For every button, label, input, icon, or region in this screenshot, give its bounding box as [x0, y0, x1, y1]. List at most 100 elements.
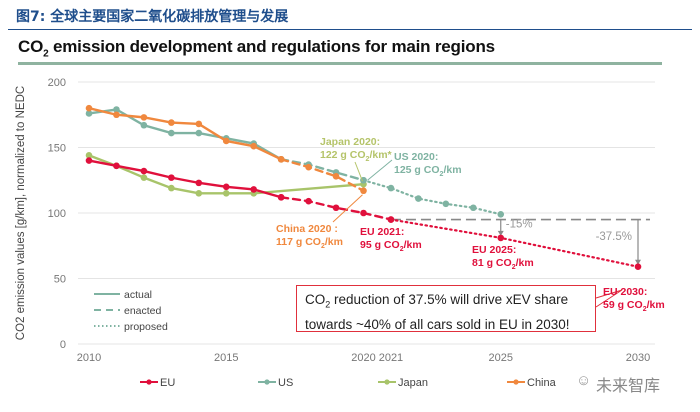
data-point-japan [195, 190, 203, 197]
legend-style-label: enacted [124, 305, 162, 317]
data-point-eu [168, 174, 175, 181]
ann-line: 125 g CO2/km [394, 164, 462, 179]
data-point-eu [305, 197, 312, 205]
data-point-eu [140, 167, 148, 175]
data-point-us [497, 211, 505, 218]
data-point-china [250, 142, 257, 150]
data-point-china [85, 104, 93, 112]
ann-line: 122 g CO2/km* [320, 149, 392, 164]
reduction-label: -15% [506, 219, 533, 231]
callout-box: CO2 reduction of 37.5% will drive xEV sh… [296, 285, 596, 332]
x-tick-label: 2020 [351, 352, 375, 364]
ann-line: 117 g CO2/km [276, 236, 343, 251]
y-axis-label: CO2 emission values [g/km], normalized t… [15, 86, 27, 340]
data-point-us [168, 129, 175, 137]
ann-line: EU 2025: [472, 244, 517, 256]
data-point-china [360, 187, 367, 195]
data-point-china [277, 155, 285, 163]
legend-label-china: China [527, 377, 557, 389]
figure-label: 图7: 全球主要国家二氧化碳排放管理与发展 [16, 9, 289, 25]
data-point-eu [250, 186, 257, 193]
ann-line: 95 g CO2/km [360, 239, 422, 254]
ann-line: US 2020: [394, 151, 439, 163]
reduction-arrowhead [635, 259, 641, 265]
data-point-china [305, 163, 312, 171]
data-point-china [222, 137, 230, 145]
callout-line-2: towards ~40% of all cars sold in EU in 2… [305, 316, 570, 332]
data-point-eu [360, 209, 367, 217]
legend-marker-china [513, 379, 519, 385]
title-co: CO [18, 37, 44, 56]
x-tick-label: 2021 [379, 352, 403, 364]
pointer-us [367, 159, 393, 181]
data-point-japan [222, 190, 230, 197]
data-point-us [113, 106, 120, 113]
series-line-china-enacted [279, 158, 365, 192]
series-line-china-actual [87, 106, 283, 161]
legend-label-us: US [278, 377, 293, 389]
wechat-icon: ☺ [576, 372, 592, 389]
figure-rule [8, 29, 692, 30]
x-tick-label: 2025 [489, 352, 513, 364]
legend-label-eu: EU [160, 377, 175, 389]
data-point-japan [168, 184, 175, 192]
title-sub: 2 [43, 48, 49, 60]
title-rule [18, 62, 662, 65]
annotation-china-2020: China 2020 : 117 g CO2/km [276, 223, 343, 253]
series-line-eu-actual [87, 159, 283, 199]
legend-style-label: proposed [124, 321, 168, 333]
data-point-eu [277, 193, 285, 201]
data-point-china [195, 120, 203, 128]
data-point-eu [332, 204, 340, 212]
data-point-us [140, 121, 148, 129]
legend-style-label: actual [124, 289, 152, 301]
y-tick-label: 150 [48, 143, 66, 155]
annotation-eu-2030: EU 2030: 59 g CO2/km [603, 286, 665, 316]
title-rest: emission development and regulations for… [48, 37, 495, 56]
ann-line: China 2020 : [276, 223, 338, 235]
data-point-eu [387, 216, 395, 223]
ann-line: 81 g CO2/km [472, 257, 534, 272]
data-point-china [140, 114, 148, 121]
data-point-us [195, 129, 203, 137]
data-point-japan [140, 174, 148, 181]
watermark: 未来智库 [596, 376, 661, 395]
y-tick-label: 200 [48, 77, 66, 89]
data-point-china [332, 173, 340, 180]
series-line-us-actual [87, 108, 283, 161]
ann-line: EU 2030: [603, 286, 648, 298]
data-point-eu [113, 162, 120, 170]
data-point-china [113, 111, 120, 119]
legend-label-japan: Japan [398, 377, 428, 389]
data-point-eu [634, 263, 642, 271]
data-point-eu [85, 157, 93, 164]
x-tick-label: 2030 [626, 352, 650, 364]
y-tick-label: 50 [54, 274, 66, 286]
data-point-eu [497, 234, 505, 242]
x-tick-label: 2010 [77, 352, 101, 364]
callout-tail [595, 289, 623, 308]
reduction-label: -37.5% [596, 231, 632, 243]
data-point-japan [85, 152, 93, 159]
y-tick-label: 100 [48, 208, 66, 220]
data-point-us [387, 184, 395, 192]
y-tick-label: 0 [60, 339, 66, 351]
data-point-us [415, 195, 422, 202]
annotation-us-2020: US 2020: 125 g CO2/km [394, 151, 462, 181]
x-tick-label: 2015 [214, 352, 238, 364]
reduction-arrowhead [497, 230, 504, 236]
callout-line-1: CO2 reduction of 37.5% will drive xEV sh… [305, 292, 569, 310]
data-point-eu [195, 179, 203, 187]
annotation-eu-2021: EU 2021: 95 g CO2/km [360, 226, 422, 256]
ann-line: 59 g CO2/km [603, 299, 665, 314]
data-point-china [168, 119, 175, 126]
ann-line: EU 2021: [360, 226, 405, 238]
pointer-china [332, 194, 363, 223]
annotation-eu-2025: EU 2025: 81 g CO2/km [472, 244, 534, 274]
data-point-eu [222, 183, 230, 191]
legend-marker-japan [384, 379, 390, 385]
data-point-us [470, 204, 477, 212]
data-point-us [85, 110, 93, 117]
data-point-us [442, 200, 450, 208]
